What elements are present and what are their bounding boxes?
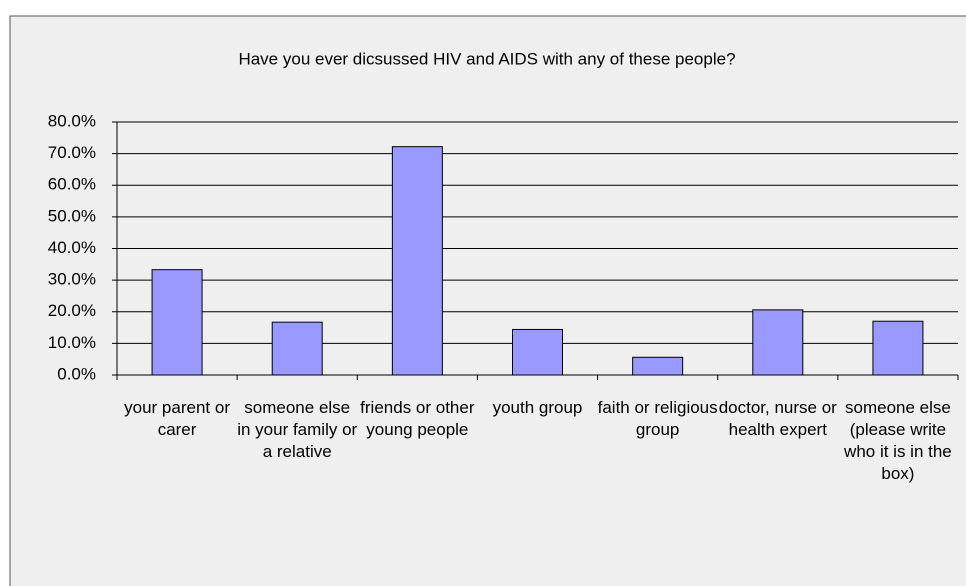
bar bbox=[391, 146, 443, 376]
x-tick-label: your parent or carer bbox=[124, 398, 230, 439]
x-tick-label: someone else (please write who it is in … bbox=[844, 398, 952, 483]
bar bbox=[632, 356, 684, 376]
y-tick-label: 0.0% bbox=[57, 364, 96, 383]
bar bbox=[151, 269, 203, 376]
y-tick-label: 40.0% bbox=[48, 238, 96, 257]
y-tick-label: 20.0% bbox=[48, 301, 96, 320]
y-tick-label: 70.0% bbox=[48, 143, 96, 162]
bar bbox=[752, 309, 804, 376]
chart-title: Have you ever dicsussed HIV and AIDS wit… bbox=[238, 49, 735, 68]
x-tick-label: someone else in your family or a relativ… bbox=[237, 398, 358, 461]
x-tick-label: doctor, nurse or health expert bbox=[718, 398, 837, 439]
y-tick-label: 10.0% bbox=[48, 333, 96, 352]
y-tick-label: 30.0% bbox=[48, 270, 96, 289]
y-tick-label: 50.0% bbox=[48, 206, 96, 225]
y-tick-label: 80.0% bbox=[48, 111, 96, 130]
x-tick-label: friends or other young people bbox=[360, 398, 475, 439]
bar bbox=[512, 328, 563, 376]
bar bbox=[872, 320, 924, 376]
y-tick-label: 60.0% bbox=[48, 175, 96, 194]
x-tick-label: faith or religious group bbox=[597, 398, 718, 439]
x-tick-label: youth group bbox=[492, 398, 583, 417]
bar bbox=[271, 321, 323, 376]
